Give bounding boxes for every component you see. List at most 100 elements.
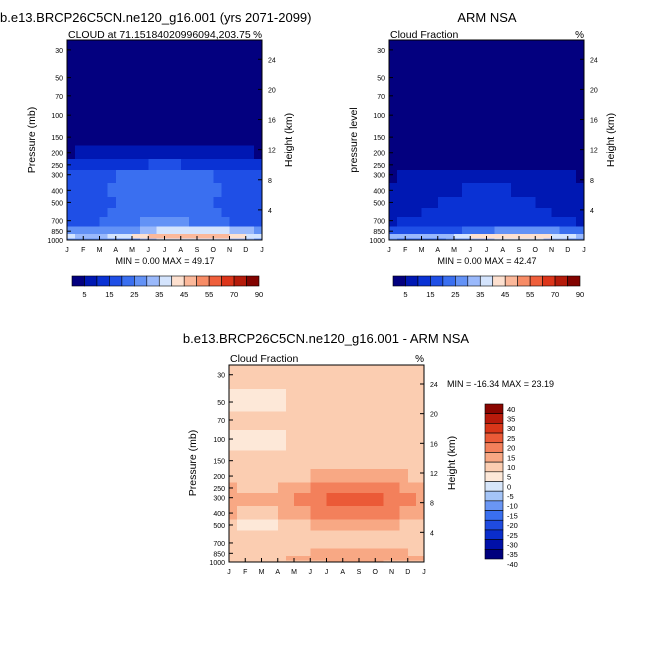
field-cell: [383, 388, 392, 412]
x-tick-label: J: [469, 247, 473, 254]
y-right-tick-label: 24: [268, 57, 276, 64]
field-cell: [277, 548, 287, 556]
field-cell: [253, 126, 263, 146]
field-cell: [375, 529, 384, 540]
field-cell: [83, 237, 92, 241]
field-cell: [551, 144, 561, 160]
field-cell: [302, 492, 311, 506]
field-cell: [285, 548, 295, 556]
colorbar-swatch: [183, 275, 197, 287]
field-cell: [551, 126, 561, 146]
field-cell: [91, 40, 100, 65]
colorbar-swatch: [392, 275, 406, 287]
y-right-tick-label: 16: [430, 441, 438, 448]
field-cell: [486, 126, 496, 146]
field-cell: [140, 158, 149, 171]
y-tick-label: 400: [373, 188, 385, 195]
field-cell: [294, 505, 303, 520]
field-cell: [197, 237, 206, 241]
field-cell: [437, 237, 447, 241]
field-cell: [253, 411, 262, 430]
field-cell: [115, 182, 125, 197]
field-cell: [421, 225, 431, 234]
field-cell: [205, 225, 214, 234]
field-cell: [326, 468, 336, 483]
field-cell: [205, 233, 214, 239]
field-cell: [326, 411, 336, 430]
colorbar-swatch: [529, 275, 543, 287]
field-cell: [229, 388, 238, 412]
field-cell: [326, 519, 336, 531]
field-cell: [277, 388, 287, 412]
field-cell: [253, 429, 262, 451]
field-cell: [399, 388, 409, 412]
field-cell: [399, 559, 409, 563]
colorbar-swatch: [484, 529, 504, 540]
y-tick-label: 250: [51, 163, 63, 170]
field-cell: [375, 388, 384, 412]
field-cell: [567, 196, 577, 208]
field-cell: [83, 233, 92, 239]
field-cell: [156, 237, 165, 241]
field-cell: [180, 207, 190, 217]
field-cell: [551, 237, 561, 241]
field-cell: [559, 207, 569, 217]
field-cell: [294, 559, 303, 563]
field-cell: [318, 519, 327, 531]
field-cell: [486, 105, 496, 127]
field-cell: [391, 449, 401, 469]
field-cell: [342, 538, 352, 549]
field-cell: [470, 233, 479, 239]
field-cell: [180, 144, 190, 160]
field-cell: [445, 182, 455, 197]
field-cell: [383, 505, 392, 520]
field-cell: [527, 105, 536, 127]
field-cell: [75, 207, 84, 217]
field-cell: [302, 468, 311, 483]
colorbar-swatch: [517, 275, 531, 287]
field-cell: [245, 538, 254, 549]
field-cell: [310, 388, 319, 412]
x-tick-label: S: [195, 247, 200, 254]
field-cell: [107, 158, 117, 171]
field-cell: [221, 237, 230, 241]
field-cell: [253, 388, 262, 412]
field-cell: [253, 233, 263, 239]
field-cell: [172, 158, 182, 171]
field-cell: [237, 468, 246, 483]
field-cell: [399, 555, 409, 561]
field-cell: [237, 40, 247, 65]
field-cell: [213, 144, 222, 160]
field-cell: [437, 126, 447, 146]
field-cell: [502, 225, 512, 234]
field-cell: [567, 105, 577, 127]
colorbar-label: 35: [507, 415, 515, 424]
colorbar-swatch: [221, 275, 235, 287]
colorbar-swatch: [484, 500, 504, 511]
field-cell: [197, 207, 206, 217]
field-cell: [413, 207, 422, 217]
field-cell: [164, 86, 174, 106]
field-cell: [375, 449, 384, 469]
field-cell: [302, 482, 311, 494]
field-cell: [478, 144, 487, 160]
field-cell: [437, 225, 447, 234]
colorbar-swatch: [484, 413, 504, 424]
panel-model-field: [67, 40, 263, 241]
colorbar-swatch: [484, 481, 504, 492]
field-cell: [350, 555, 360, 561]
field-cell: [164, 63, 174, 88]
field-cell: [486, 86, 496, 106]
field-cell: [318, 468, 327, 483]
field-cell: [519, 126, 528, 146]
field-cell: [494, 169, 504, 183]
x-tick-label: J: [387, 247, 391, 254]
field-cell: [188, 63, 198, 88]
field-cell: [277, 449, 287, 469]
field-cell: [253, 216, 263, 227]
field-cell: [551, 63, 561, 88]
field-cell: [245, 519, 254, 531]
field-cell: [350, 519, 360, 531]
field-cell: [543, 144, 552, 160]
